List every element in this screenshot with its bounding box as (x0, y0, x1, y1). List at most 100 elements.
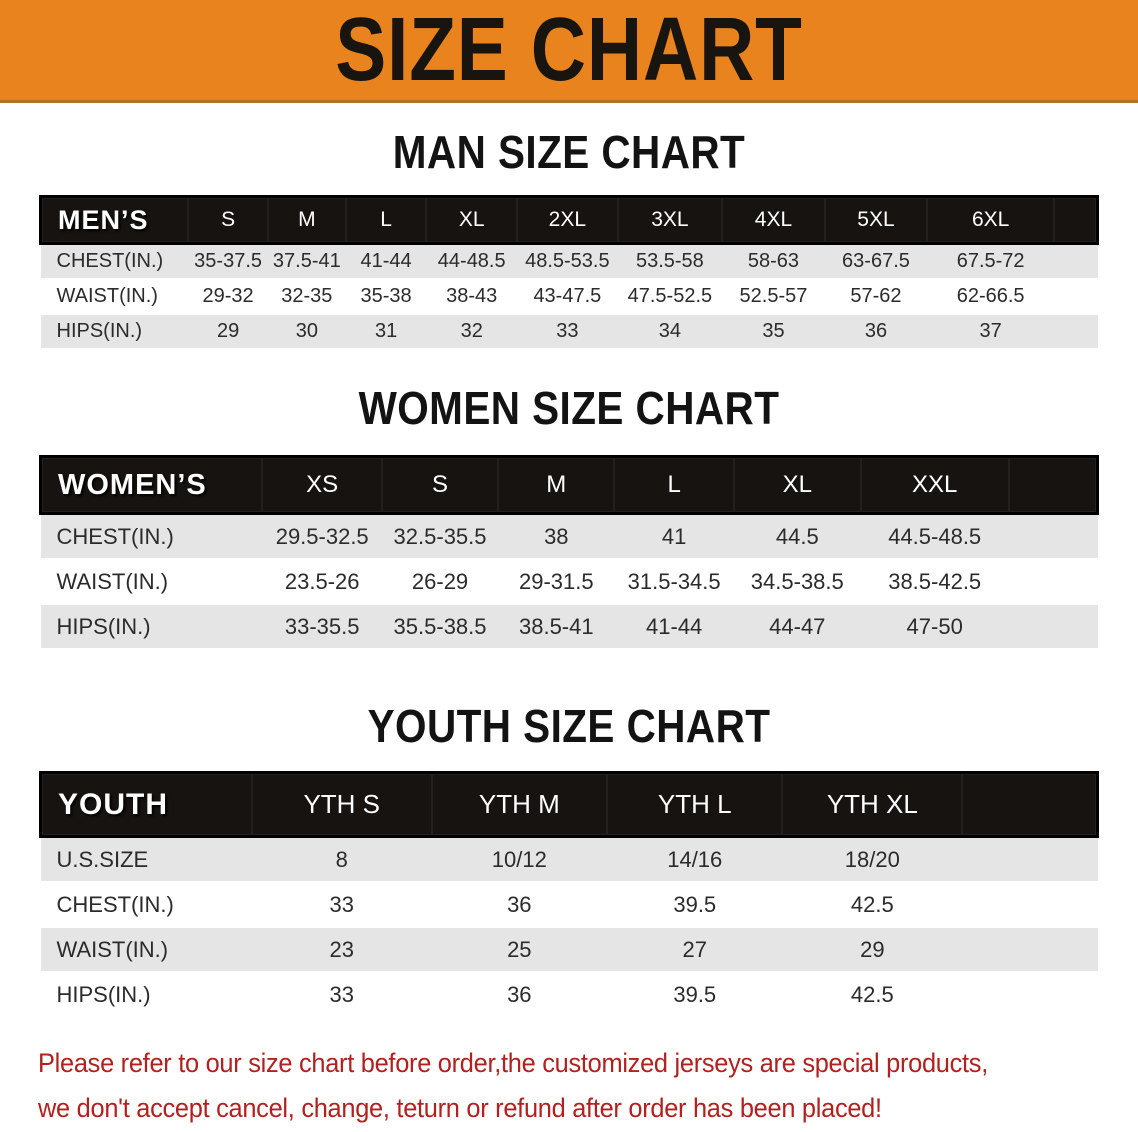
data-cell: 25 (431, 926, 608, 972)
column-header: 2XL (517, 195, 618, 245)
row-label: WAIST(IN.) (40, 558, 263, 604)
filler-cell (1008, 603, 1098, 648)
row-label: CHEST(IN.) (40, 881, 252, 927)
data-cell: 31.5-34.5 (614, 558, 734, 604)
column-header: XS (262, 455, 382, 515)
data-cell: 41-44 (614, 603, 734, 648)
data-cell: 38.5-41 (498, 603, 615, 648)
data-cell: 23.5-26 (262, 558, 382, 604)
youth-section-title: YOUTH SIZE CHART (367, 700, 771, 752)
table-row: WAIST(IN.) 23 25 27 29 (40, 926, 1098, 972)
header-row: YOUTH YTH S YTH M YTH L YTH XL (38, 771, 1100, 838)
data-cell: 23 (251, 926, 432, 972)
data-cell: 14/16 (607, 835, 783, 882)
data-cell: 35-38 (345, 278, 427, 314)
column-header: M (267, 195, 346, 245)
data-cell: 48.5-53.5 (517, 242, 618, 279)
data-cell: 34.5-38.5 (733, 558, 861, 604)
data-cell: 35 (722, 313, 825, 348)
column-header: YTH L (607, 771, 783, 838)
data-cell: 39.5 (607, 881, 783, 927)
data-cell: 26-29 (381, 558, 499, 604)
column-header: L (614, 455, 734, 515)
column-header: L (345, 195, 427, 245)
data-cell: 27 (607, 926, 783, 972)
column-header: YTH S (251, 771, 432, 838)
women-size-section: WOMEN SIZE CHART WOMEN’S XS S M L XL XXL CHEST(… (0, 380, 1138, 648)
women-size-table: WOMEN’S XS S M L XL XXL CHEST(IN.) 29.5-32.5 32.5… (39, 455, 1099, 648)
youth-size-table: YOUTH YTH S YTH M YTH L YTH XL U.S.SIZE 8 10/12… (38, 771, 1100, 1016)
row-label: CHEST(IN.) (40, 242, 189, 279)
column-header: 3XL (617, 195, 723, 245)
data-cell: 33 (251, 881, 432, 927)
filler-cell (1054, 195, 1100, 245)
column-header: YTH M (431, 771, 608, 838)
table-row: U.S.SIZE 8 10/12 14/16 18/20 (40, 835, 1098, 882)
column-header: XL (426, 195, 518, 245)
data-cell: 32.5-35.5 (381, 512, 499, 559)
data-cell: 10/12 (431, 835, 608, 882)
data-cell: 33 (517, 313, 618, 348)
filler-cell (962, 971, 1098, 1016)
data-cell: 53.5-58 (617, 242, 723, 279)
data-cell: 36 (431, 881, 608, 927)
data-cell: 41-44 (345, 242, 427, 279)
column-header: 6XL (927, 195, 1055, 245)
table-row: WAIST(IN.) 29-32 32-35 35-38 38-43 43-47.5 47.… (40, 278, 1098, 314)
column-header: 4XL (722, 195, 825, 245)
data-cell: 38 (498, 512, 615, 559)
column-header: XL (733, 455, 861, 515)
data-cell: 52.5-57 (722, 278, 825, 314)
data-cell: 37 (927, 313, 1055, 348)
data-cell: 34 (617, 313, 723, 348)
data-cell: 47-50 (860, 603, 1009, 648)
data-cell: 37.5-41 (267, 242, 346, 279)
column-header: M (498, 455, 615, 515)
table-row: HIPS(IN.) 33 36 39.5 42.5 (40, 971, 1098, 1016)
filler-cell (962, 835, 1098, 882)
data-cell: 42.5 (782, 881, 963, 927)
data-cell: 29 (782, 926, 963, 972)
data-cell: 36 (824, 313, 928, 348)
data-cell: 29-31.5 (498, 558, 615, 604)
data-cell: 63-67.5 (824, 242, 928, 279)
filler-cell (962, 926, 1098, 972)
data-cell: 29 (188, 313, 268, 348)
data-cell: 32 (426, 313, 518, 348)
data-cell: 39.5 (607, 971, 783, 1016)
men-size-table: MEN’S S M L XL 2XL 3XL 4XL 5XL 6XL CHEST(IN.) 35-37… (39, 195, 1100, 348)
data-cell: 29-32 (188, 278, 268, 314)
data-cell: 67.5-72 (927, 242, 1055, 279)
data-cell: 29.5-32.5 (262, 512, 382, 559)
table-header-label: MEN’S (39, 195, 189, 245)
data-cell: 44-48.5 (426, 242, 518, 279)
filler-cell (962, 881, 1098, 927)
page-title: SIZE CHART (335, 0, 803, 100)
row-label: U.S.SIZE (40, 835, 252, 882)
data-cell: 33 (251, 971, 432, 1016)
youth-size-section: YOUTH SIZE CHART YOUTH YTH S YTH M YTH L YTH… (0, 698, 1138, 1016)
data-cell: 62-66.5 (927, 278, 1055, 314)
table-header-label: WOMEN’S (39, 455, 263, 515)
data-cell: 38.5-42.5 (860, 558, 1009, 604)
data-cell: 57-62 (824, 278, 928, 314)
data-cell: 31 (345, 313, 427, 348)
filler-cell (1054, 278, 1098, 314)
disclaimer: Please refer to our size chart before or… (38, 1041, 1138, 1131)
data-cell: 43-47.5 (517, 278, 618, 314)
data-cell: 58-63 (722, 242, 825, 279)
data-cell: 47.5-52.5 (617, 278, 723, 314)
data-cell: 36 (431, 971, 608, 1016)
filler-cell (962, 771, 1100, 838)
women-section-title: WOMEN SIZE CHART (358, 382, 780, 434)
disclaimer-line-2: we don't accept cancel, change, teturn o… (38, 1093, 882, 1123)
data-cell: 38-43 (426, 278, 518, 314)
column-header: S (188, 195, 268, 245)
column-header: XXL (860, 455, 1009, 515)
data-cell: 42.5 (782, 971, 963, 1016)
data-cell: 32-35 (267, 278, 346, 314)
table-row: HIPS(IN.) 29 30 31 32 33 34 35 36 37 (40, 313, 1098, 348)
data-cell: 44.5 (733, 512, 861, 559)
filler-cell (1008, 512, 1098, 559)
